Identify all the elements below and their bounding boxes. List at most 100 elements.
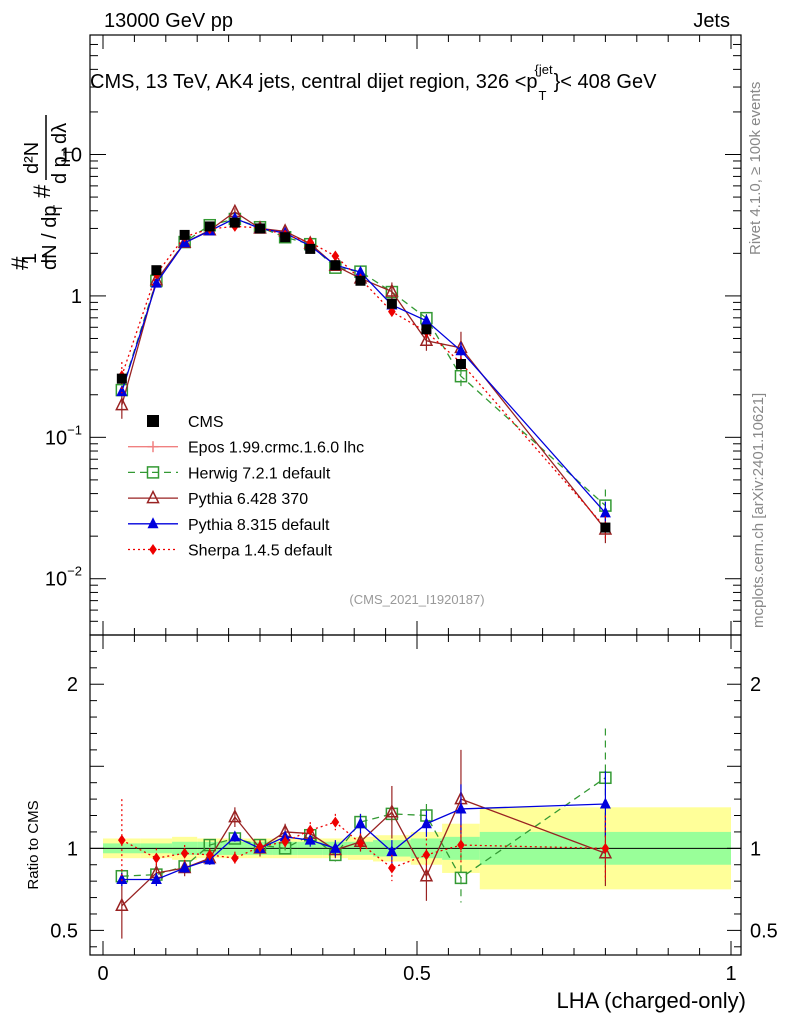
- data-point: [601, 842, 610, 854]
- data-point: [180, 847, 189, 859]
- ratio-y-axis-title: Ratio to CMS: [25, 800, 42, 889]
- data-point: [256, 841, 264, 853]
- data-point: [147, 517, 159, 529]
- data-point: [152, 852, 161, 864]
- data-point: [457, 839, 465, 851]
- data-point: [229, 217, 240, 228]
- y-tick-label: 10: [60, 145, 82, 167]
- legend-label: Sherpa 1.4.5 default: [188, 543, 333, 560]
- data-point: [146, 489, 160, 504]
- data-point: [421, 324, 432, 335]
- data-point: [386, 298, 397, 309]
- series-line: [121, 217, 606, 514]
- data-point: [598, 845, 613, 859]
- series-line: [121, 225, 606, 529]
- data-point: [354, 265, 366, 277]
- data-point: [147, 441, 159, 453]
- svg-text:d p: d p: [49, 156, 71, 184]
- data-point: [116, 873, 128, 885]
- data-point: [151, 265, 162, 276]
- main-pad: 10−2 10−1 1 10: [45, 34, 742, 955]
- data-point: [117, 834, 126, 846]
- data-point: [146, 466, 160, 479]
- data-point: [455, 802, 467, 814]
- y-axis-title: # 1 dN / dp T # d²N d p T dλ: [7, 115, 75, 270]
- data-point: [204, 221, 215, 232]
- svg-text:T: T: [61, 148, 75, 156]
- svg-text:d²N: d²N: [21, 142, 43, 174]
- legend-entry: Epos 1.99.crmc.1.6.0 lhc: [128, 440, 364, 457]
- ratio-pad: 0 0.5 1 0.5 0.5 1 1 2 2: [50, 634, 778, 985]
- ratio-tick-label-right: 0.5: [750, 920, 778, 942]
- analysis-label: (CMS_2021_I1920187): [349, 592, 484, 607]
- x-tick-label: 0.5: [403, 963, 431, 985]
- x-axis-title: LHA (charged-only): [556, 988, 746, 1013]
- ratio-series-sherpa: [117, 799, 610, 882]
- data-point: [149, 544, 157, 555]
- side-label-mcplots: mcplots.cern.ch [arXiv:2401.10621]: [750, 393, 767, 628]
- series-line: [121, 218, 606, 507]
- data-point: [228, 808, 242, 823]
- data-point: [281, 836, 289, 848]
- ratio-series-line: [121, 803, 606, 881]
- data-point: [280, 232, 291, 243]
- data-point: [147, 415, 159, 427]
- data-point: [599, 797, 611, 809]
- ratio-tick-label-left: 1: [67, 838, 78, 860]
- ratio-tick-label-right: 1: [750, 838, 761, 860]
- svg-text:1: 1: [19, 253, 41, 264]
- data-point: [455, 358, 466, 369]
- svg-text:dN / dp: dN / dp: [39, 206, 61, 270]
- svg-text:T: T: [51, 204, 65, 212]
- data-point: [115, 897, 129, 912]
- svg-text:#: #: [7, 256, 34, 270]
- plot-title: CMS, 13 TeV, AK4 jets, central dijet reg…: [90, 62, 657, 103]
- legend-label: CMS: [188, 414, 224, 431]
- data-point: [385, 283, 399, 297]
- side-label-rivet: Rivet 4.1.0, ≥ 100k events: [747, 82, 764, 255]
- legend-entry: Herwig 7.2.1 default: [128, 465, 331, 482]
- data-point: [454, 369, 468, 383]
- ratio-tick-label-left: 2: [67, 674, 78, 696]
- data-point: [255, 223, 265, 234]
- ratio-tick-label-right: 2: [750, 674, 761, 696]
- data-point: [388, 862, 396, 874]
- data-point: [331, 816, 340, 828]
- x-tick-label: 0: [97, 963, 108, 985]
- data-point: [356, 837, 365, 849]
- data-point: [386, 845, 398, 857]
- data-point: [179, 229, 190, 240]
- data-point: [205, 849, 214, 861]
- data-point: [330, 260, 341, 271]
- legend-entry: CMS: [147, 414, 224, 431]
- data-point: [116, 385, 128, 397]
- data-point: [600, 522, 611, 533]
- data-point: [229, 830, 241, 842]
- legend-label: Pythia 8.315 default: [188, 517, 330, 534]
- ratio-frame: [89, 634, 742, 956]
- data-point: [116, 373, 127, 384]
- header-left: 13000 GeV pp: [104, 10, 233, 32]
- data-point: [385, 804, 399, 818]
- data-point: [329, 841, 341, 853]
- data-point: [454, 871, 468, 885]
- data-point: [115, 396, 129, 411]
- data-point: [355, 275, 366, 286]
- data-point: [419, 868, 434, 882]
- data-point: [354, 817, 366, 829]
- data-point: [422, 849, 431, 861]
- svg-text:#: #: [29, 184, 56, 198]
- data-point: [150, 276, 162, 288]
- data-point: [420, 314, 432, 326]
- svg-text:CMS, 13 TeV, AK4 jets, central: CMS, 13 TeV, AK4 jets, central dijet reg…: [90, 71, 538, 93]
- ratio-series-line: [121, 821, 606, 869]
- data-point: [231, 852, 239, 864]
- legend-entry: Pythia 6.428 370: [128, 489, 308, 508]
- svg-text:}< 408 GeV: }< 408 GeV: [554, 71, 658, 93]
- svg-text:dλ: dλ: [49, 123, 71, 144]
- legend-entry: Sherpa 1.4.5 default: [128, 543, 333, 560]
- data-point: [419, 332, 434, 347]
- data-point: [304, 833, 316, 845]
- data-point: [331, 250, 340, 262]
